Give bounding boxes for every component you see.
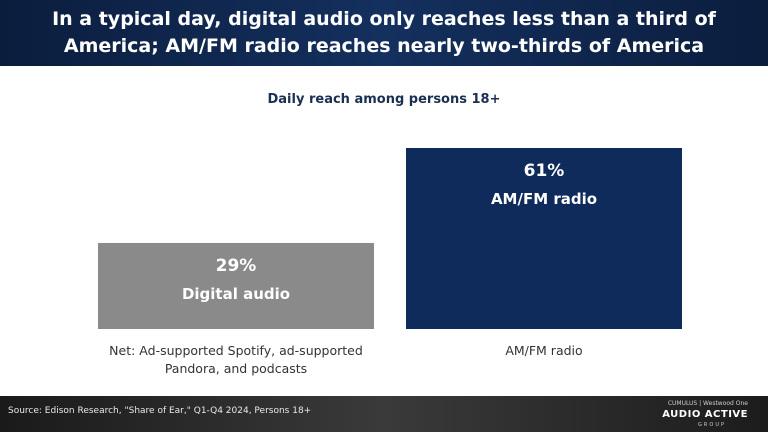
bar-name-label-1: Digital audio	[182, 285, 290, 303]
category-label-1-line-1: Net: Ad-supported Spotify, ad-supported	[109, 343, 363, 358]
chart-subtitle: Daily reach among persons 18+	[267, 92, 501, 107]
footer-bar: Source: Edison Research, "Share of Ear,"…	[0, 396, 768, 432]
headline-line-1: In a typical day, digital audio only rea…	[52, 8, 716, 30]
audio-active-group-logo: CUMULUS | Westwood One AUDIO ACTIVE GROU…	[662, 400, 748, 430]
bar-2	[406, 148, 682, 329]
logo-sub: GROUP	[698, 422, 726, 428]
headline-line-2: America; AM/FM radio reaches nearly two-…	[63, 35, 705, 57]
bar-chart: 29% Digital audio Net: Ad-supported Spotif…	[98, 148, 682, 376]
logo-name: AUDIO ACTIVE	[662, 409, 748, 420]
bar-1	[98, 242, 374, 329]
bar-name-label-2: AM/FM radio	[491, 190, 597, 208]
source-note: Source: Edison Research, "Share of Ear,"…	[8, 406, 312, 416]
bar-percent-label-1: 29%	[216, 256, 257, 276]
category-label-2-line-1: AM/FM radio	[505, 343, 582, 358]
header-banner: In a typical day, digital audio only rea…	[0, 0, 768, 66]
bar-percent-label-2: 61%	[524, 161, 565, 181]
category-label-1-line-2: Pandora, and podcasts	[165, 361, 307, 376]
logo-brands: CUMULUS | Westwood One	[667, 400, 748, 407]
